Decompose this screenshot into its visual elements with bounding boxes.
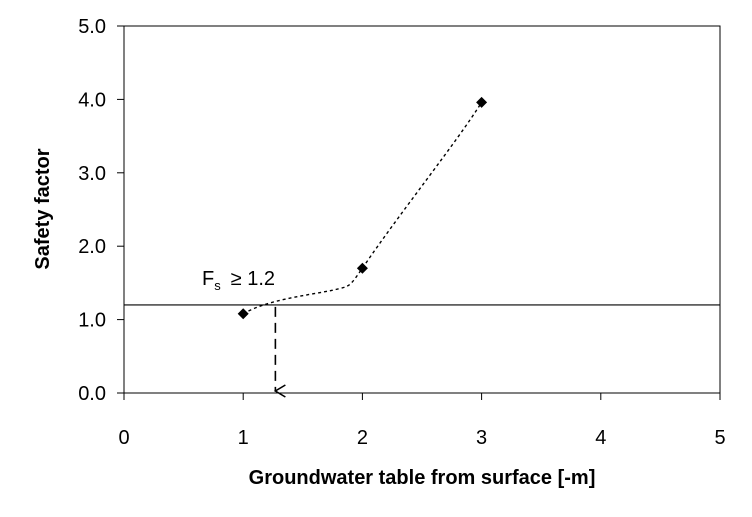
x-tick-label: 3 (476, 427, 487, 449)
trend-curve (242, 101, 483, 315)
data-point (476, 96, 488, 108)
x-tick-label: 4 (595, 427, 606, 449)
x-axis-ticks (123, 393, 721, 400)
y-tick-label: 4.0 (78, 89, 106, 111)
x-tick-label: 1 (238, 427, 249, 449)
y-axis-tick-labels: 0.0 1.0 2.0 3.0 4.0 5.0 (78, 16, 106, 405)
x-axis-title: Groundwater table from surface [-m] (249, 467, 596, 489)
data-points (237, 96, 488, 320)
y-tick-label: 3.0 (78, 163, 106, 185)
y-tick-label: 5.0 (78, 16, 106, 38)
y-axis-title: Safety factor (32, 148, 54, 269)
y-axis-ticks (117, 25, 124, 394)
fs-annotation: Fs ≥ 1.2 (202, 268, 275, 293)
x-axis-tick-labels: 0 1 2 3 4 5 (118, 427, 725, 449)
data-point (356, 262, 368, 274)
x-tick-label: 0 (118, 427, 129, 449)
fs-annotation-main: F (202, 268, 214, 290)
plot-area (123, 25, 721, 394)
y-tick-label: 0.0 (78, 383, 106, 405)
x-tick-label: 5 (714, 427, 725, 449)
y-tick-label: 2.0 (78, 236, 106, 258)
fs-annotation-subscript: s (214, 278, 221, 293)
data-point (237, 308, 249, 320)
x-tick-label: 2 (357, 427, 368, 449)
fs-annotation-relation: ≥ 1.2 (231, 268, 275, 290)
y-tick-label: 1.0 (78, 310, 106, 332)
